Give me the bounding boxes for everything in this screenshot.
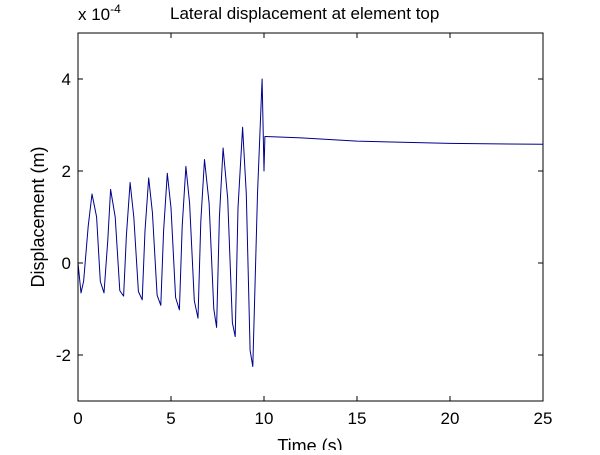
axes-box xyxy=(77,32,544,402)
y-scale-prefix: x 10 xyxy=(78,5,110,24)
x-axis-label: Time (s) xyxy=(277,436,342,450)
y-tick-label: -2 xyxy=(56,346,71,365)
series-line-displacement xyxy=(77,78,544,367)
x-tick-label: 5 xyxy=(166,409,175,428)
x-tick-label: 25 xyxy=(534,409,553,428)
x-tick-label: 10 xyxy=(255,409,274,428)
x-tick-label: 0 xyxy=(73,409,82,428)
y-axis-label: Displacement (m) xyxy=(28,146,48,287)
y-tick-label: 2 xyxy=(62,162,71,181)
y-scale-exponent: -4 xyxy=(110,2,121,16)
y-tick-label: 0 xyxy=(62,254,71,273)
y-tick-label: 4 xyxy=(62,70,71,89)
x-tick-label: 20 xyxy=(441,409,460,428)
y-scale-factor: x 10-4 xyxy=(78,2,121,24)
chart-title: Lateral displacement at element top xyxy=(170,4,439,23)
x-tick-label: 15 xyxy=(348,409,367,428)
tick-layer: 0 5 10 15 20 25 -2 0 2 4 xyxy=(56,33,553,428)
